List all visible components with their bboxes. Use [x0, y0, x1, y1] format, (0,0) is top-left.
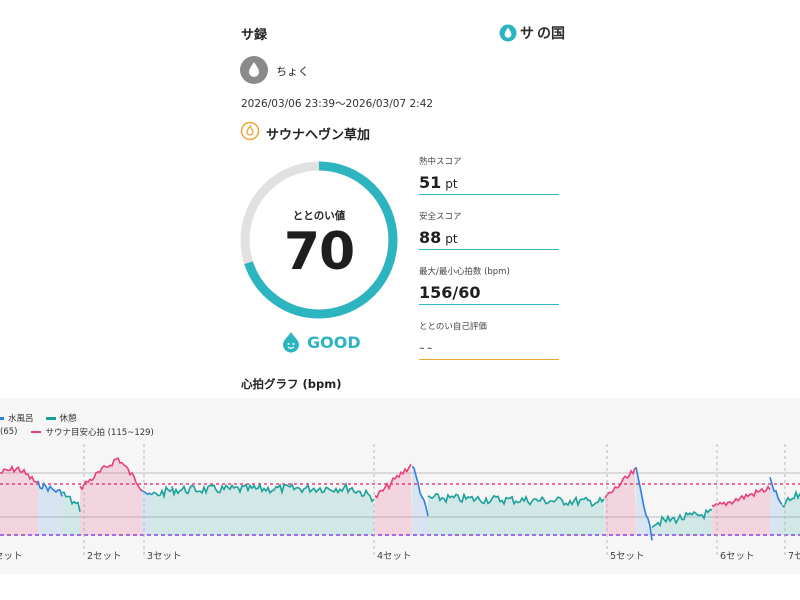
hr-area-rest	[652, 509, 712, 535]
drop-logo-icon	[499, 24, 517, 42]
stat-value: --	[419, 338, 435, 357]
drop-icon	[249, 62, 259, 77]
hr-area-sauna	[375, 464, 412, 535]
stat-label: 最大/最小心拍数 (bpm)	[419, 267, 510, 277]
stat-value: 156/60	[419, 283, 481, 302]
set-label: 7セ	[788, 551, 800, 562]
stat-unit: pt	[445, 177, 458, 191]
hr-area-rest	[150, 487, 172, 535]
set-label: 2セット	[87, 551, 122, 562]
stat-divider	[419, 304, 559, 305]
hr-area-sauna	[0, 466, 18, 535]
hr-line-water	[635, 466, 653, 541]
app-logo: サの国	[499, 24, 565, 42]
hr-area-water	[636, 467, 652, 541]
set-label: 6セット	[720, 551, 755, 562]
graph-title: 心拍グラフ (bpm)	[241, 377, 342, 391]
heart-rate-plot	[0, 444, 800, 558]
logo-mark: サ	[520, 26, 534, 42]
stat-value: 88 pt	[419, 228, 559, 249]
hr-area-water	[142, 490, 150, 535]
totonoi-value: 70	[283, 222, 355, 282]
legend-swatch-water	[0, 416, 4, 420]
legend-water-label: 水風呂	[8, 414, 34, 424]
totonoi-label: ととのい値	[292, 210, 346, 222]
hr-area-sauna	[80, 458, 118, 535]
hr-area-sauna	[18, 466, 38, 535]
legend-row-1: 水風呂 休憩	[0, 412, 77, 424]
hr-line-rest	[61, 491, 81, 512]
heart-rate-graph[interactable]: 水風呂 休憩 (65) サウナ目安心拍 (115~129) セット 2セット 3セッ…	[0, 398, 800, 574]
hr-line-water	[769, 476, 783, 505]
legend-row-2: (65) サウナ目安心拍 (115~129)	[0, 426, 154, 438]
stat-safety: 安全スコア 88 pt	[419, 210, 559, 250]
legend-swatch-target	[31, 431, 42, 433]
stat-label: 安全スコア	[419, 212, 462, 222]
hr-area-rest	[428, 493, 605, 535]
rating-text: GOOD	[307, 332, 361, 352]
hr-area-water	[38, 480, 62, 535]
stat-divider	[419, 359, 559, 360]
username: ちょく	[276, 65, 309, 78]
hr-line-sauna	[711, 484, 771, 508]
hr-line-rest	[171, 482, 351, 497]
hr-area-sauna	[118, 457, 142, 535]
avatar[interactable]	[240, 56, 268, 84]
hr-line-rest	[651, 508, 713, 529]
hr-area-rest	[350, 487, 375, 535]
totonoi-gauge-arc	[240, 161, 398, 319]
hr-line-rest	[149, 485, 173, 500]
stat-self-eval[interactable]: ととのい自己評価 --	[419, 320, 559, 360]
stat-number: 88	[419, 228, 442, 247]
legend-rest-hr: (65)	[0, 427, 18, 437]
legend-swatch-rest	[45, 416, 56, 420]
hr-area-rest	[172, 484, 350, 535]
hr-area-water	[770, 477, 782, 535]
stat-label: ととのい自己評価	[419, 322, 487, 332]
legend-target-label: サウナ目安心拍 (115~129)	[45, 428, 154, 438]
stat-divider	[419, 194, 559, 195]
totonoi-gauge	[240, 161, 398, 319]
hr-line-water	[141, 489, 151, 496]
hr-line-water	[411, 465, 429, 517]
stat-label: 熱中スコア	[419, 157, 462, 167]
hr-area-sauna	[712, 486, 770, 535]
facility-pin-icon	[240, 121, 260, 141]
legend-rest-label: 休憩	[59, 414, 77, 424]
set-label: 4セット	[377, 551, 412, 562]
hr-line-rest	[427, 492, 605, 508]
stat-heart-rate: 最大/最小心拍数 (bpm) 156/60	[419, 265, 559, 305]
hr-line-rest	[349, 486, 375, 503]
set-label: 3セット	[147, 551, 182, 562]
stat-number: 51	[419, 173, 442, 192]
session-period: 2026/03/06 23:39～2026/03/07 2:42	[241, 98, 434, 110]
smile-drop-icon	[283, 332, 299, 353]
facility-name[interactable]: サウナヘヴン草加	[266, 128, 371, 143]
hr-line-sauna	[79, 457, 119, 491]
hr-area-water	[412, 466, 428, 535]
page-title: サ録	[241, 28, 268, 43]
stat-value: 51 pt	[419, 173, 559, 194]
hr-line-sauna	[17, 466, 39, 484]
stat-heat: 熱中スコア 51 pt	[419, 155, 559, 195]
hr-line-sauna	[604, 467, 636, 499]
hr-area-sauna	[605, 468, 636, 535]
hr-line-sauna	[374, 463, 412, 499]
stat-unit: pt	[445, 232, 458, 246]
logo-text: の国	[537, 26, 565, 42]
hr-line-water	[37, 480, 63, 497]
stat-divider	[419, 249, 559, 250]
hr-line-sauna	[117, 457, 143, 492]
hr-area-rest	[782, 492, 800, 535]
set-label: 5セット	[610, 551, 645, 562]
hr-line-sauna	[0, 464, 19, 474]
set-label: セット	[0, 551, 23, 562]
rating-badge: GOOD	[281, 330, 361, 354]
